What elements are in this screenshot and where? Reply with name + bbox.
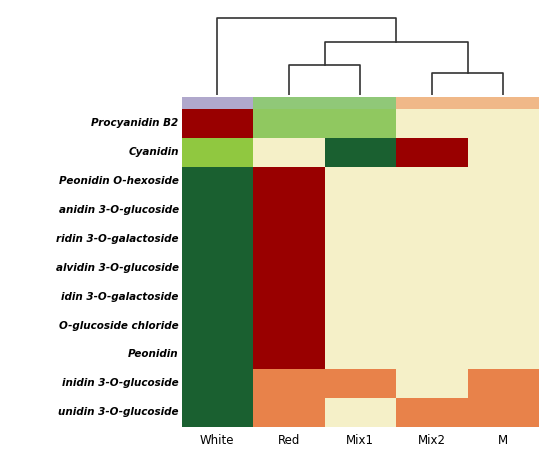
Bar bbox=[396, 254, 468, 282]
Bar bbox=[468, 369, 539, 398]
Bar bbox=[253, 340, 324, 369]
Bar bbox=[396, 225, 468, 254]
Text: Peonidin O-hexoside: Peonidin O-hexoside bbox=[59, 176, 179, 186]
Bar bbox=[182, 311, 253, 340]
Text: ridin 3-O-galactoside: ridin 3-O-galactoside bbox=[56, 234, 179, 244]
Text: Red: Red bbox=[278, 434, 300, 447]
Bar bbox=[253, 398, 324, 427]
Bar bbox=[396, 282, 468, 311]
Bar bbox=[468, 398, 539, 427]
Bar bbox=[324, 254, 396, 282]
Bar bbox=[253, 225, 324, 254]
Bar bbox=[324, 196, 396, 225]
Bar bbox=[182, 138, 253, 167]
Bar bbox=[324, 97, 396, 109]
Bar bbox=[253, 167, 324, 196]
Bar bbox=[396, 311, 468, 340]
Bar bbox=[253, 311, 324, 340]
Text: inidin 3-O-glucoside: inidin 3-O-glucoside bbox=[62, 378, 179, 388]
Bar bbox=[468, 196, 539, 225]
Bar bbox=[182, 225, 253, 254]
Bar bbox=[468, 225, 539, 254]
Bar bbox=[324, 167, 396, 196]
Text: M: M bbox=[498, 434, 508, 447]
Text: White: White bbox=[200, 434, 234, 447]
Text: alvidin 3-O-glucoside: alvidin 3-O-glucoside bbox=[56, 263, 179, 273]
Bar bbox=[324, 225, 396, 254]
Bar bbox=[324, 398, 396, 427]
Bar bbox=[396, 138, 468, 167]
Bar bbox=[324, 109, 396, 138]
Bar bbox=[253, 196, 324, 225]
Bar bbox=[396, 398, 468, 427]
Bar bbox=[468, 311, 539, 340]
Bar bbox=[468, 109, 539, 138]
Bar bbox=[324, 340, 396, 369]
Text: Cyanidin: Cyanidin bbox=[128, 147, 179, 157]
Bar bbox=[396, 340, 468, 369]
Bar bbox=[182, 369, 253, 398]
Bar bbox=[253, 282, 324, 311]
Text: Peonidin: Peonidin bbox=[128, 349, 179, 359]
Text: Mix1: Mix1 bbox=[346, 434, 374, 447]
Bar bbox=[396, 167, 468, 196]
Text: Mix2: Mix2 bbox=[418, 434, 446, 447]
Bar bbox=[396, 109, 468, 138]
Text: O-glucoside chloride: O-glucoside chloride bbox=[59, 320, 179, 330]
Bar bbox=[182, 109, 253, 138]
Bar bbox=[182, 282, 253, 311]
Bar bbox=[253, 254, 324, 282]
Bar bbox=[468, 97, 539, 109]
Bar bbox=[468, 282, 539, 311]
Bar bbox=[253, 138, 324, 167]
Bar bbox=[396, 196, 468, 225]
Bar bbox=[324, 311, 396, 340]
Bar bbox=[253, 97, 324, 109]
Bar bbox=[396, 97, 468, 109]
Text: unidin 3-O-glucoside: unidin 3-O-glucoside bbox=[58, 407, 179, 417]
Bar bbox=[324, 369, 396, 398]
Bar bbox=[468, 254, 539, 282]
Bar bbox=[468, 138, 539, 167]
Bar bbox=[396, 369, 468, 398]
Bar bbox=[182, 167, 253, 196]
Bar bbox=[182, 196, 253, 225]
Bar bbox=[324, 282, 396, 311]
Bar bbox=[182, 97, 253, 109]
Bar bbox=[182, 340, 253, 369]
Bar bbox=[324, 138, 396, 167]
Bar bbox=[253, 369, 324, 398]
Text: anidin 3-O-glucoside: anidin 3-O-glucoside bbox=[58, 205, 179, 215]
Text: idin 3-O-galactoside: idin 3-O-galactoside bbox=[61, 292, 179, 301]
Bar bbox=[182, 398, 253, 427]
Text: Procyanidin B2: Procyanidin B2 bbox=[91, 118, 179, 128]
Bar bbox=[468, 167, 539, 196]
Bar bbox=[182, 254, 253, 282]
Bar bbox=[253, 109, 324, 138]
Bar bbox=[468, 340, 539, 369]
